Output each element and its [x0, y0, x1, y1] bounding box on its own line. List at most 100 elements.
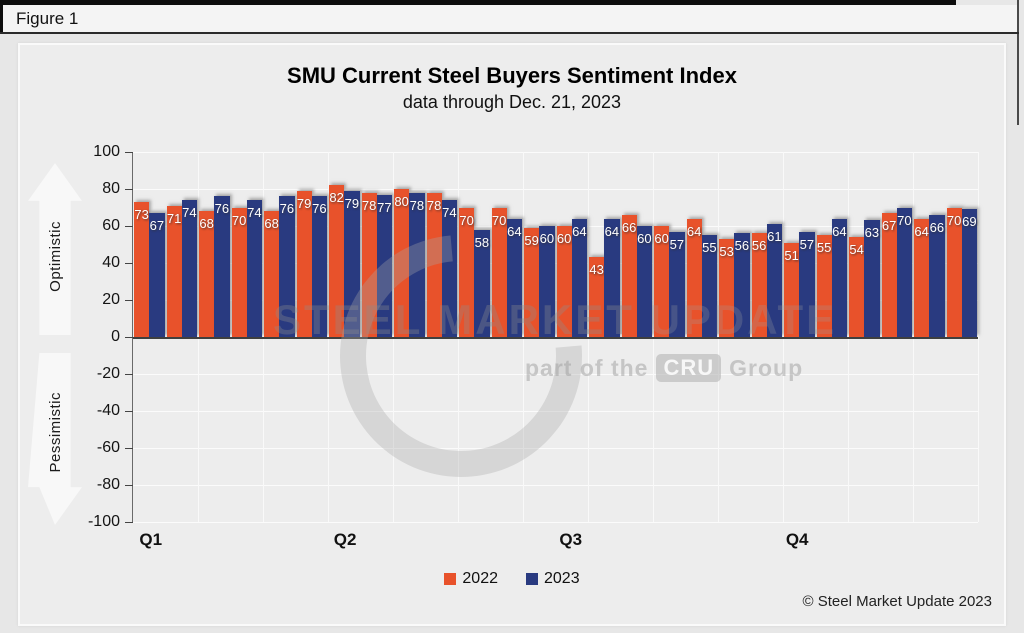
bar-2022: 70 [231, 207, 247, 337]
h-gridline [133, 152, 978, 153]
bar-2023: 69 [961, 209, 977, 337]
bar-2022: 80 [394, 189, 410, 337]
chart-subtitle: data through Dec. 21, 2023 [402, 92, 622, 112]
y-tick-mark [125, 226, 133, 227]
bar-value-label: 74 [442, 205, 457, 221]
bar-value-label: 68 [199, 216, 214, 232]
bar-2023: 64 [506, 218, 522, 337]
legend: 2022 2023 [20, 570, 1004, 588]
watermark-brand: STEEL MARKET UPDATE [273, 296, 837, 344]
bar-value-label: 74 [182, 205, 197, 221]
plot-area: 73 67 71 74 68 76 70 74 68 76 79 76 82 79 78 77 80 78 78 74… [88, 143, 979, 530]
bar-2022: 70 [491, 207, 507, 337]
bar-2023: 70 [896, 207, 912, 337]
bar-value-label: 68 [264, 216, 279, 232]
bar-group: 64 66 [913, 152, 946, 337]
h-gridline [133, 374, 978, 375]
bar-2023: 57 [669, 231, 685, 337]
h-gridline [133, 522, 978, 523]
bar-2023: 76 [214, 196, 230, 337]
bar-group: 67 70 [881, 152, 914, 337]
bar-value-label: 64 [686, 223, 702, 239]
bar-group: 70 64 [491, 152, 524, 337]
optimistic-arrow-icon: Optimistic [28, 163, 82, 335]
header-divider [0, 32, 1019, 34]
bar-value-label: 82 [329, 190, 344, 206]
bar-2023: 74 [181, 200, 197, 337]
bar-2023: 64 [831, 218, 847, 337]
bar-2022: 56 [751, 233, 767, 337]
bar-value-label: 69 [962, 214, 977, 230]
pessimistic-arrow-icon: Pessimistic [28, 353, 82, 525]
v-gridline [978, 152, 979, 522]
bar-value-label: 66 [929, 219, 945, 235]
bar-value-label: 55 [702, 240, 717, 256]
h-gridline [133, 189, 978, 190]
y-tick-label: 40 [102, 254, 120, 271]
y-tick-label: -40 [96, 402, 120, 419]
bar-2023: 58 [474, 229, 490, 337]
bar-value-label: 58 [474, 234, 490, 250]
bar-value-label: 78 [426, 197, 442, 213]
bar-group: 82 79 [328, 152, 361, 337]
bar-2023: 78 [409, 192, 425, 337]
bar-2022: 51 [784, 242, 800, 337]
y-tick-mark [125, 485, 133, 486]
bar-value-label: 59 [524, 232, 539, 248]
bar-2023: 55 [701, 235, 717, 337]
x-quarter-label-q1: Q1 [139, 530, 163, 549]
bar-value-label: 78 [361, 197, 377, 213]
window-right-edge [1017, 0, 1019, 125]
bar-group: 70 58 [458, 152, 491, 337]
bar-2023: 77 [376, 194, 392, 337]
bar-value-label: 63 [864, 225, 880, 241]
bar-group: 78 74 [426, 152, 459, 337]
bar-2022: 64 [914, 218, 930, 337]
bar-value-label: 57 [799, 236, 815, 252]
y-tick-mark [125, 189, 133, 190]
bar-group: 53 56 [718, 152, 751, 337]
y-tick-mark [125, 152, 133, 153]
bar-value-label: 70 [231, 212, 247, 228]
bar-value-label: 60 [654, 231, 669, 246]
bar-value-label: 51 [784, 247, 799, 263]
bar-group: 78 77 [361, 152, 394, 337]
bar-value-label: 60 [539, 231, 555, 246]
bar-2022: 70 [459, 207, 475, 337]
y-tick-label: 100 [93, 143, 120, 160]
y-tick-label: 60 [102, 217, 120, 234]
y-tick-mark [125, 337, 133, 338]
bar-2023: 63 [864, 220, 880, 337]
bar-2022: 78 [361, 192, 377, 337]
y-tick-label: -100 [87, 513, 120, 530]
figure-header-strip [3, 5, 1019, 32]
optimistic-label: Optimistic [46, 220, 64, 292]
bar-group: 71 74 [166, 152, 199, 337]
bar-group: 55 64 [816, 152, 849, 337]
bar-2022: 73 [134, 201, 150, 337]
bar-value-label: 71 [166, 210, 182, 226]
legend-label-2023: 2023 [544, 570, 580, 587]
bar-value-label: 64 [507, 223, 522, 239]
bar-2022: 70 [946, 207, 962, 337]
bar-2023: 57 [799, 231, 815, 337]
y-tick-label: 80 [102, 180, 120, 197]
bar-group: 56 61 [751, 152, 784, 337]
bar-group: 80 78 [393, 152, 426, 337]
bar-group: 73 67 [133, 152, 166, 337]
pessimistic-label: Pessimistic [46, 391, 64, 473]
h-gridline [133, 263, 978, 264]
watermark-brand-bold: STEEL MARKET [273, 296, 635, 343]
bar-value-label: 79 [344, 195, 360, 211]
bar-value-label: 77 [377, 199, 392, 215]
h-gridline [133, 300, 978, 301]
watermark-sub-suffix: Group [729, 354, 804, 381]
y-tick-mark [125, 374, 133, 375]
bar-value-label: 64 [604, 223, 620, 239]
bar-2022: 68 [199, 211, 215, 337]
bar-value-label: 76 [279, 201, 295, 217]
bar-value-label: 64 [914, 223, 929, 239]
y-tick-label: -60 [96, 439, 120, 456]
bar-2022: 60 [654, 226, 670, 337]
